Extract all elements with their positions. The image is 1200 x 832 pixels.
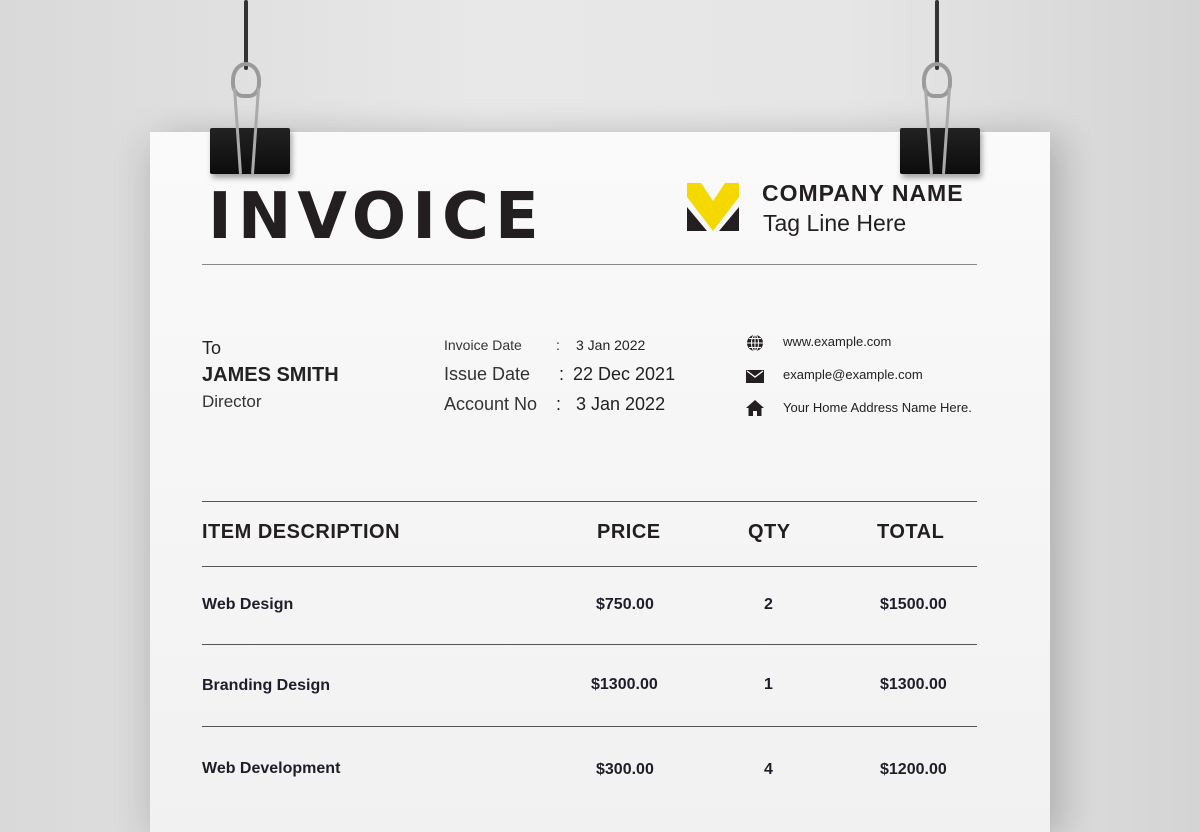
divider	[202, 726, 977, 727]
table-top-border	[202, 501, 977, 502]
meta-label: Account No	[444, 394, 538, 414]
meta-label: Invoice Date	[444, 337, 522, 353]
to-label: To	[202, 338, 222, 358]
item-description: Branding Design	[202, 677, 331, 694]
header-qty: QTY	[748, 521, 791, 543]
meta-value: 3 Jan 2022	[576, 394, 666, 414]
home-icon	[746, 400, 764, 416]
invoice-title: INVOICE	[208, 180, 545, 254]
item-price: $300.00	[596, 761, 654, 778]
company-name: COMPANY NAME	[762, 180, 964, 206]
globe-icon	[747, 334, 763, 352]
item-price: $750.00	[596, 596, 654, 613]
item-qty: 1	[764, 676, 773, 693]
divider	[202, 644, 977, 645]
meta-sep: :	[556, 394, 562, 414]
website-text: www.example.com	[783, 334, 892, 349]
email-text: example@example.com	[783, 367, 923, 382]
divider	[202, 566, 977, 567]
item-total: $1200.00	[880, 761, 947, 778]
meta-label: Issue Date	[444, 364, 531, 384]
item-price: $1300.00	[591, 676, 658, 693]
mail-icon	[746, 370, 764, 383]
item-qty: 2	[764, 596, 773, 613]
meta-value: 3 Jan 2022	[576, 337, 646, 353]
invoice-paper	[150, 132, 1050, 832]
company-logo	[687, 183, 739, 231]
meta-sep: :	[556, 337, 560, 353]
company-tagline: Tag Line Here	[763, 210, 907, 236]
item-description: Web Development	[202, 760, 341, 777]
item-description: Web Design	[202, 596, 294, 613]
header-total: TOTAL	[877, 521, 945, 543]
header-description: ITEM DESCRIPTION	[202, 521, 401, 543]
header-price: PRICE	[597, 521, 661, 543]
address-text: Your Home Address Name Here.	[783, 400, 972, 415]
item-total: $1500.00	[880, 596, 947, 613]
divider	[202, 264, 977, 265]
client-name: JAMES SMITH	[202, 364, 339, 386]
client-role: Director	[202, 392, 262, 411]
item-qty: 4	[764, 761, 773, 778]
meta-value: 22 Dec 2021	[573, 364, 676, 384]
item-total: $1300.00	[880, 676, 947, 693]
meta-sep: :	[559, 364, 565, 384]
